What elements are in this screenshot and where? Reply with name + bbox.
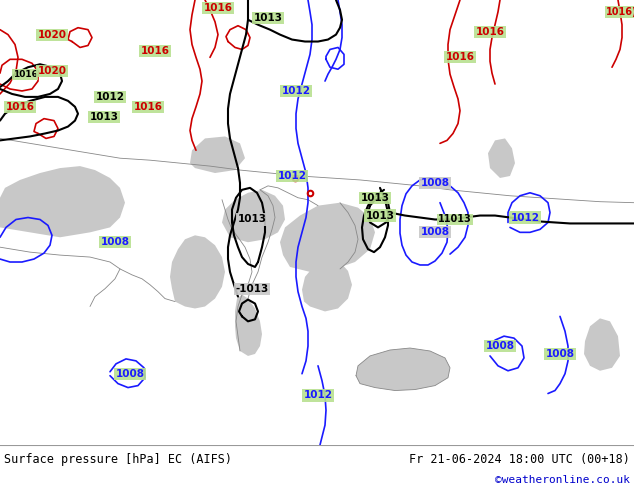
Text: 11013: 11013 — [438, 215, 472, 224]
Text: 1012: 1012 — [510, 213, 540, 222]
Text: 1016: 1016 — [446, 52, 474, 62]
Text: 1008: 1008 — [115, 369, 145, 379]
Text: Surface pressure [hPa] EC (AIFS): Surface pressure [hPa] EC (AIFS) — [4, 453, 232, 466]
Text: 1016: 1016 — [6, 102, 34, 112]
Text: Fr 21-06-2024 18:00 UTC (00+18): Fr 21-06-2024 18:00 UTC (00+18) — [409, 453, 630, 466]
Text: 1008: 1008 — [486, 341, 515, 351]
Polygon shape — [302, 259, 352, 312]
Text: 1013: 1013 — [361, 193, 389, 203]
Text: 1020: 1020 — [37, 66, 67, 76]
Polygon shape — [356, 348, 450, 391]
Text: 1012: 1012 — [281, 86, 311, 96]
Text: 1008: 1008 — [101, 237, 129, 247]
Text: 1008: 1008 — [420, 227, 450, 237]
Text: 1016: 1016 — [476, 26, 505, 37]
Text: 1013: 1013 — [238, 215, 266, 224]
Polygon shape — [280, 203, 375, 272]
Polygon shape — [0, 166, 125, 237]
Text: 1013: 1013 — [365, 211, 394, 220]
Polygon shape — [584, 318, 620, 371]
Text: 1012: 1012 — [96, 92, 124, 102]
Text: 1013: 1013 — [254, 13, 283, 23]
Text: -1013: -1013 — [235, 284, 269, 294]
Text: 1016: 1016 — [141, 47, 169, 56]
Polygon shape — [235, 294, 262, 356]
Text: 1012: 1012 — [278, 171, 306, 181]
Text: 1013: 1013 — [89, 112, 119, 122]
Text: 1016: 1016 — [13, 70, 37, 79]
Polygon shape — [170, 235, 225, 309]
Polygon shape — [488, 138, 515, 178]
Text: 1016: 1016 — [134, 102, 162, 112]
Text: ©weatheronline.co.uk: ©weatheronline.co.uk — [495, 475, 630, 485]
Polygon shape — [190, 136, 245, 173]
Text: 1016: 1016 — [204, 3, 233, 13]
Polygon shape — [222, 190, 285, 242]
Text: 1008: 1008 — [545, 349, 574, 359]
Text: 1012: 1012 — [304, 391, 332, 400]
Text: 1008: 1008 — [420, 178, 450, 188]
Text: 1020: 1020 — [37, 29, 67, 40]
Text: 1016): 1016) — [606, 7, 634, 17]
